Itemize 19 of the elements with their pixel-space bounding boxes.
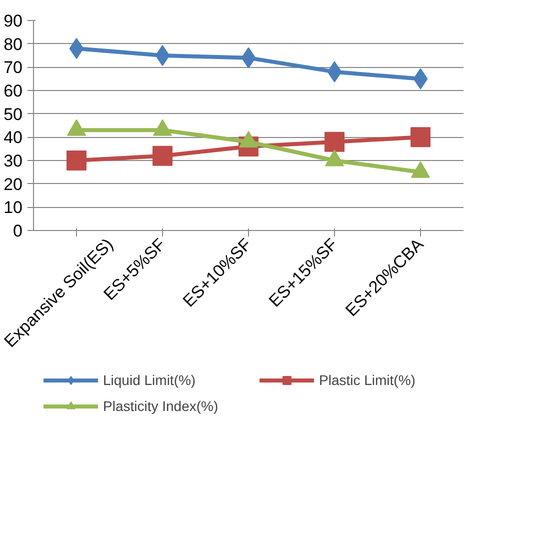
y-tick-label: 20 bbox=[4, 174, 23, 194]
point bbox=[324, 132, 344, 152]
y-tick-label: 50 bbox=[4, 104, 23, 124]
y-tick-label: 30 bbox=[4, 152, 23, 170]
y-tick-label: 80 bbox=[4, 34, 23, 54]
y-tick-label: 40 bbox=[4, 128, 23, 148]
point bbox=[152, 146, 172, 166]
y-tick-label: 90 bbox=[4, 12, 23, 30]
point bbox=[69, 38, 84, 59]
y-tick-label: 0 bbox=[13, 222, 23, 240]
y-tick-label: 70 bbox=[4, 58, 23, 78]
y-tick-label: 10 bbox=[4, 198, 23, 218]
y-tick-label: 60 bbox=[4, 82, 23, 100]
legend-label: Plastic Limit(%) bbox=[319, 372, 416, 388]
point bbox=[155, 45, 170, 66]
legend-label: Plasticity Index(%) bbox=[103, 398, 220, 414]
legend-label: Liquid Limit(%) bbox=[103, 372, 197, 388]
point bbox=[410, 127, 430, 148]
point bbox=[66, 150, 86, 170]
